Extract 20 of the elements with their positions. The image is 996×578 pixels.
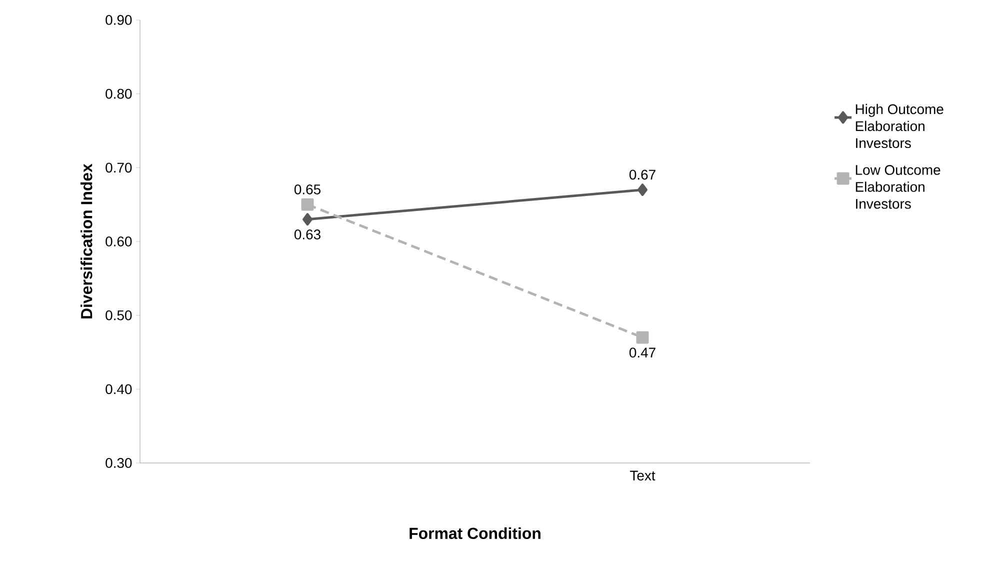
legend-label: High Outcome Elaboration Investors bbox=[856, 104, 944, 148]
point bbox=[302, 213, 312, 226]
y-tick-label: 0.40 bbox=[106, 384, 132, 394]
y-tick-label: 0.70 bbox=[106, 162, 132, 173]
x-axis-title: Format Condition bbox=[410, 527, 540, 540]
y-tick-label: 0.80 bbox=[106, 88, 132, 99]
legend-label: Low Outcome Elaboration Investors bbox=[856, 165, 940, 209]
y-tick-label: 0.30 bbox=[106, 458, 132, 468]
data-label: 0.63 bbox=[294, 230, 320, 240]
point bbox=[638, 184, 648, 196]
y-tick-label: 0.60 bbox=[106, 236, 132, 246]
y-axis-title: Diversification Index bbox=[80, 164, 92, 318]
data-label: 0.47 bbox=[629, 348, 656, 358]
x-tick-label: Text bbox=[630, 470, 656, 480]
point bbox=[636, 331, 649, 344]
y-tick-label: 0.50 bbox=[106, 310, 132, 320]
data-label: 0.67 bbox=[629, 170, 656, 180]
data-label: 0.65 bbox=[294, 184, 320, 194]
point bbox=[301, 198, 314, 211]
y-tick-label: 0.90 bbox=[106, 15, 132, 25]
